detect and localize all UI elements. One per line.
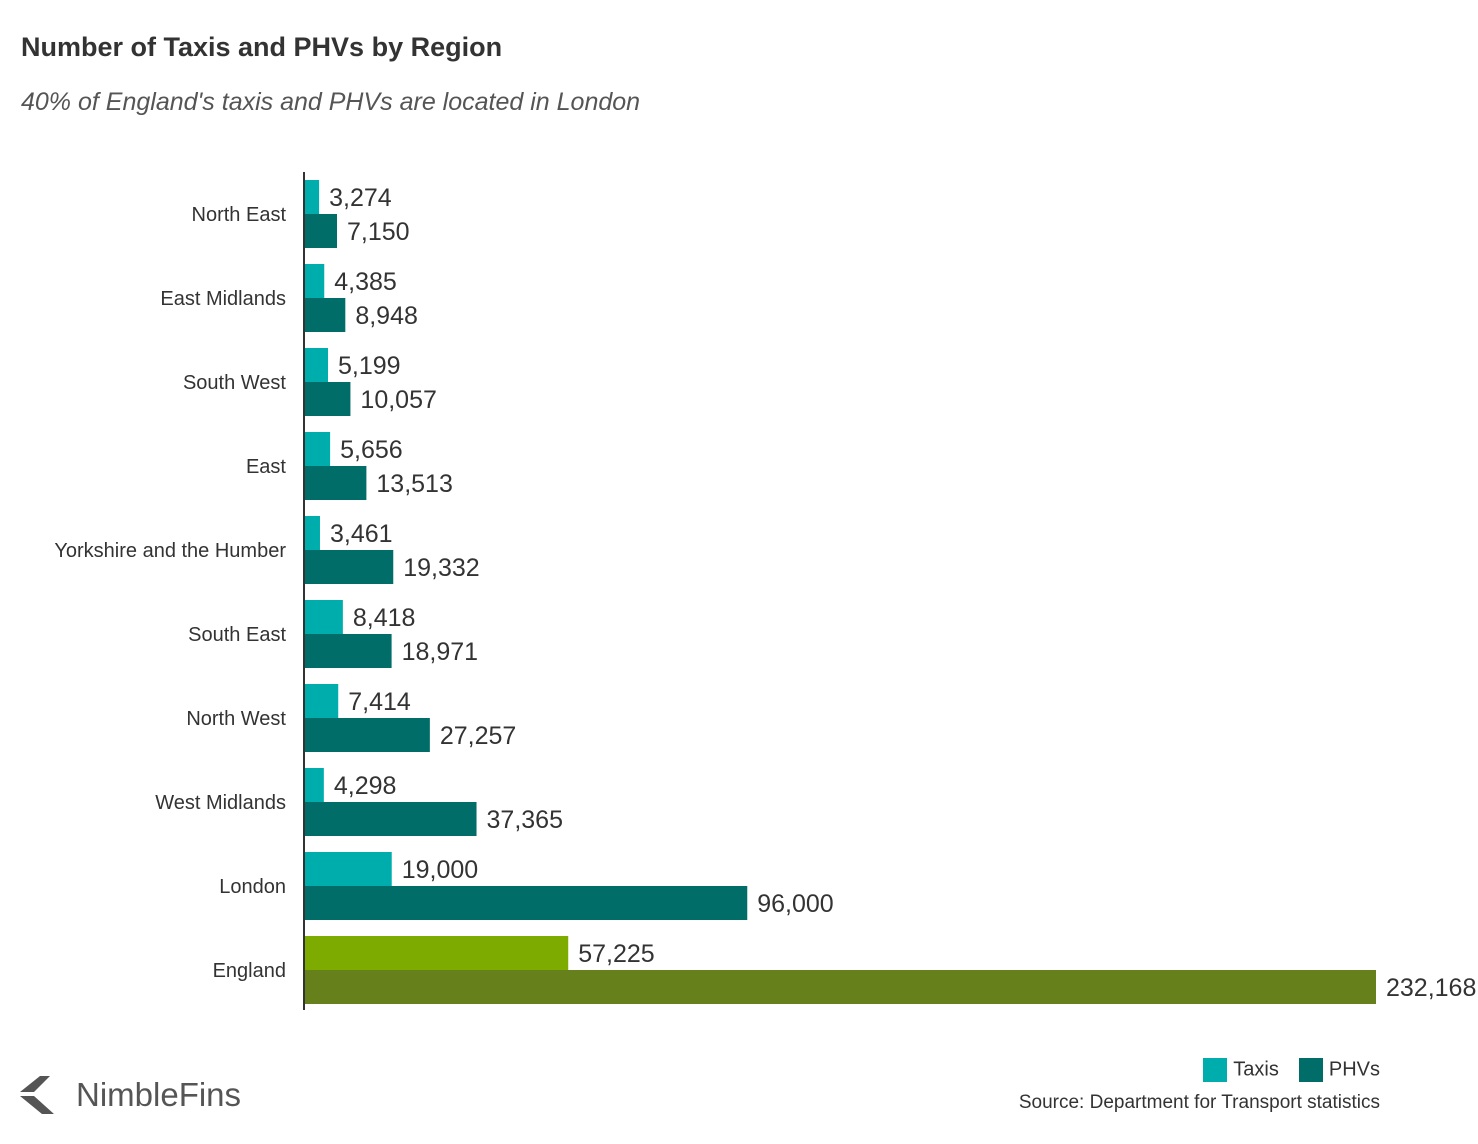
source-note: Source: Department for Transport statist… <box>1018 1092 1380 1113</box>
legend-swatch <box>1203 1058 1228 1082</box>
legend-label: Taxis <box>1233 1058 1279 1081</box>
bar-taxis <box>304 348 329 382</box>
chart-subtitle: 40% of England's taxis and PHVs are loca… <box>21 88 641 116</box>
data-label: 4,385 <box>334 268 397 296</box>
data-label: 96,000 <box>757 890 833 918</box>
data-label: 10,057 <box>360 386 436 414</box>
data-label: 8,948 <box>355 302 418 330</box>
bar-phvs <box>304 382 351 416</box>
data-label: 7,414 <box>348 688 411 716</box>
bar-phvs <box>304 634 392 668</box>
logo-text: NimbleFins <box>76 1076 242 1113</box>
bar-taxis <box>304 768 324 802</box>
bar-taxis <box>304 180 320 214</box>
bar-taxis <box>304 516 320 550</box>
bar-phvs <box>304 886 748 920</box>
category-label: South East <box>188 624 286 646</box>
data-label: 7,150 <box>347 218 410 246</box>
bar-phvs <box>304 970 1376 1004</box>
bar-phvs <box>304 466 367 500</box>
bar-phvs <box>304 718 430 752</box>
data-label: 19,332 <box>403 554 479 582</box>
category-label: South West <box>183 372 286 394</box>
data-label: 13,513 <box>376 470 452 498</box>
data-label: 37,365 <box>487 806 563 834</box>
legend: Taxis PHVs <box>1203 1058 1380 1082</box>
data-label: 3,461 <box>330 520 393 548</box>
data-label: 8,418 <box>353 604 416 632</box>
bar-taxis <box>304 264 325 298</box>
bar-taxis <box>304 852 392 886</box>
data-label: 5,199 <box>338 352 401 380</box>
legend-label: PHVs <box>1328 1058 1380 1081</box>
data-label: 27,257 <box>440 722 516 750</box>
category-label: London <box>219 876 286 898</box>
category-label: West Midlands <box>155 792 286 814</box>
data-label: 232,168 <box>1386 974 1476 1002</box>
logo-arrow-icon <box>20 1076 54 1114</box>
data-label: 5,656 <box>340 436 403 464</box>
bar-taxis <box>304 936 569 970</box>
category-label: North East <box>192 204 287 226</box>
category-label: North West <box>186 708 286 730</box>
data-label: 57,225 <box>578 940 654 968</box>
chart-title: Number of Taxis and PHVs by Region <box>21 32 503 62</box>
legend-swatch <box>1298 1058 1323 1082</box>
bar-taxis <box>304 684 339 718</box>
legend-item-phvs: PHVs <box>1298 1058 1380 1082</box>
legend-item-taxis: Taxis <box>1203 1058 1279 1082</box>
bar-taxis <box>304 600 343 634</box>
category-label: East <box>246 456 286 478</box>
data-label: 3,274 <box>329 184 392 212</box>
data-label: 19,000 <box>402 856 478 884</box>
bar-taxis <box>304 432 331 466</box>
category-label: East Midlands <box>160 288 286 310</box>
bar-phvs <box>304 550 394 584</box>
bar-phvs <box>304 298 346 332</box>
category-label: England <box>213 960 286 982</box>
nimblefins-logo: NimbleFins <box>20 1076 241 1114</box>
category-label: Yorkshire and the Humber <box>54 540 286 562</box>
data-label: 4,298 <box>334 772 397 800</box>
data-label: 18,971 <box>402 638 478 666</box>
bar-phvs <box>304 802 477 836</box>
bar-phvs <box>304 214 338 248</box>
